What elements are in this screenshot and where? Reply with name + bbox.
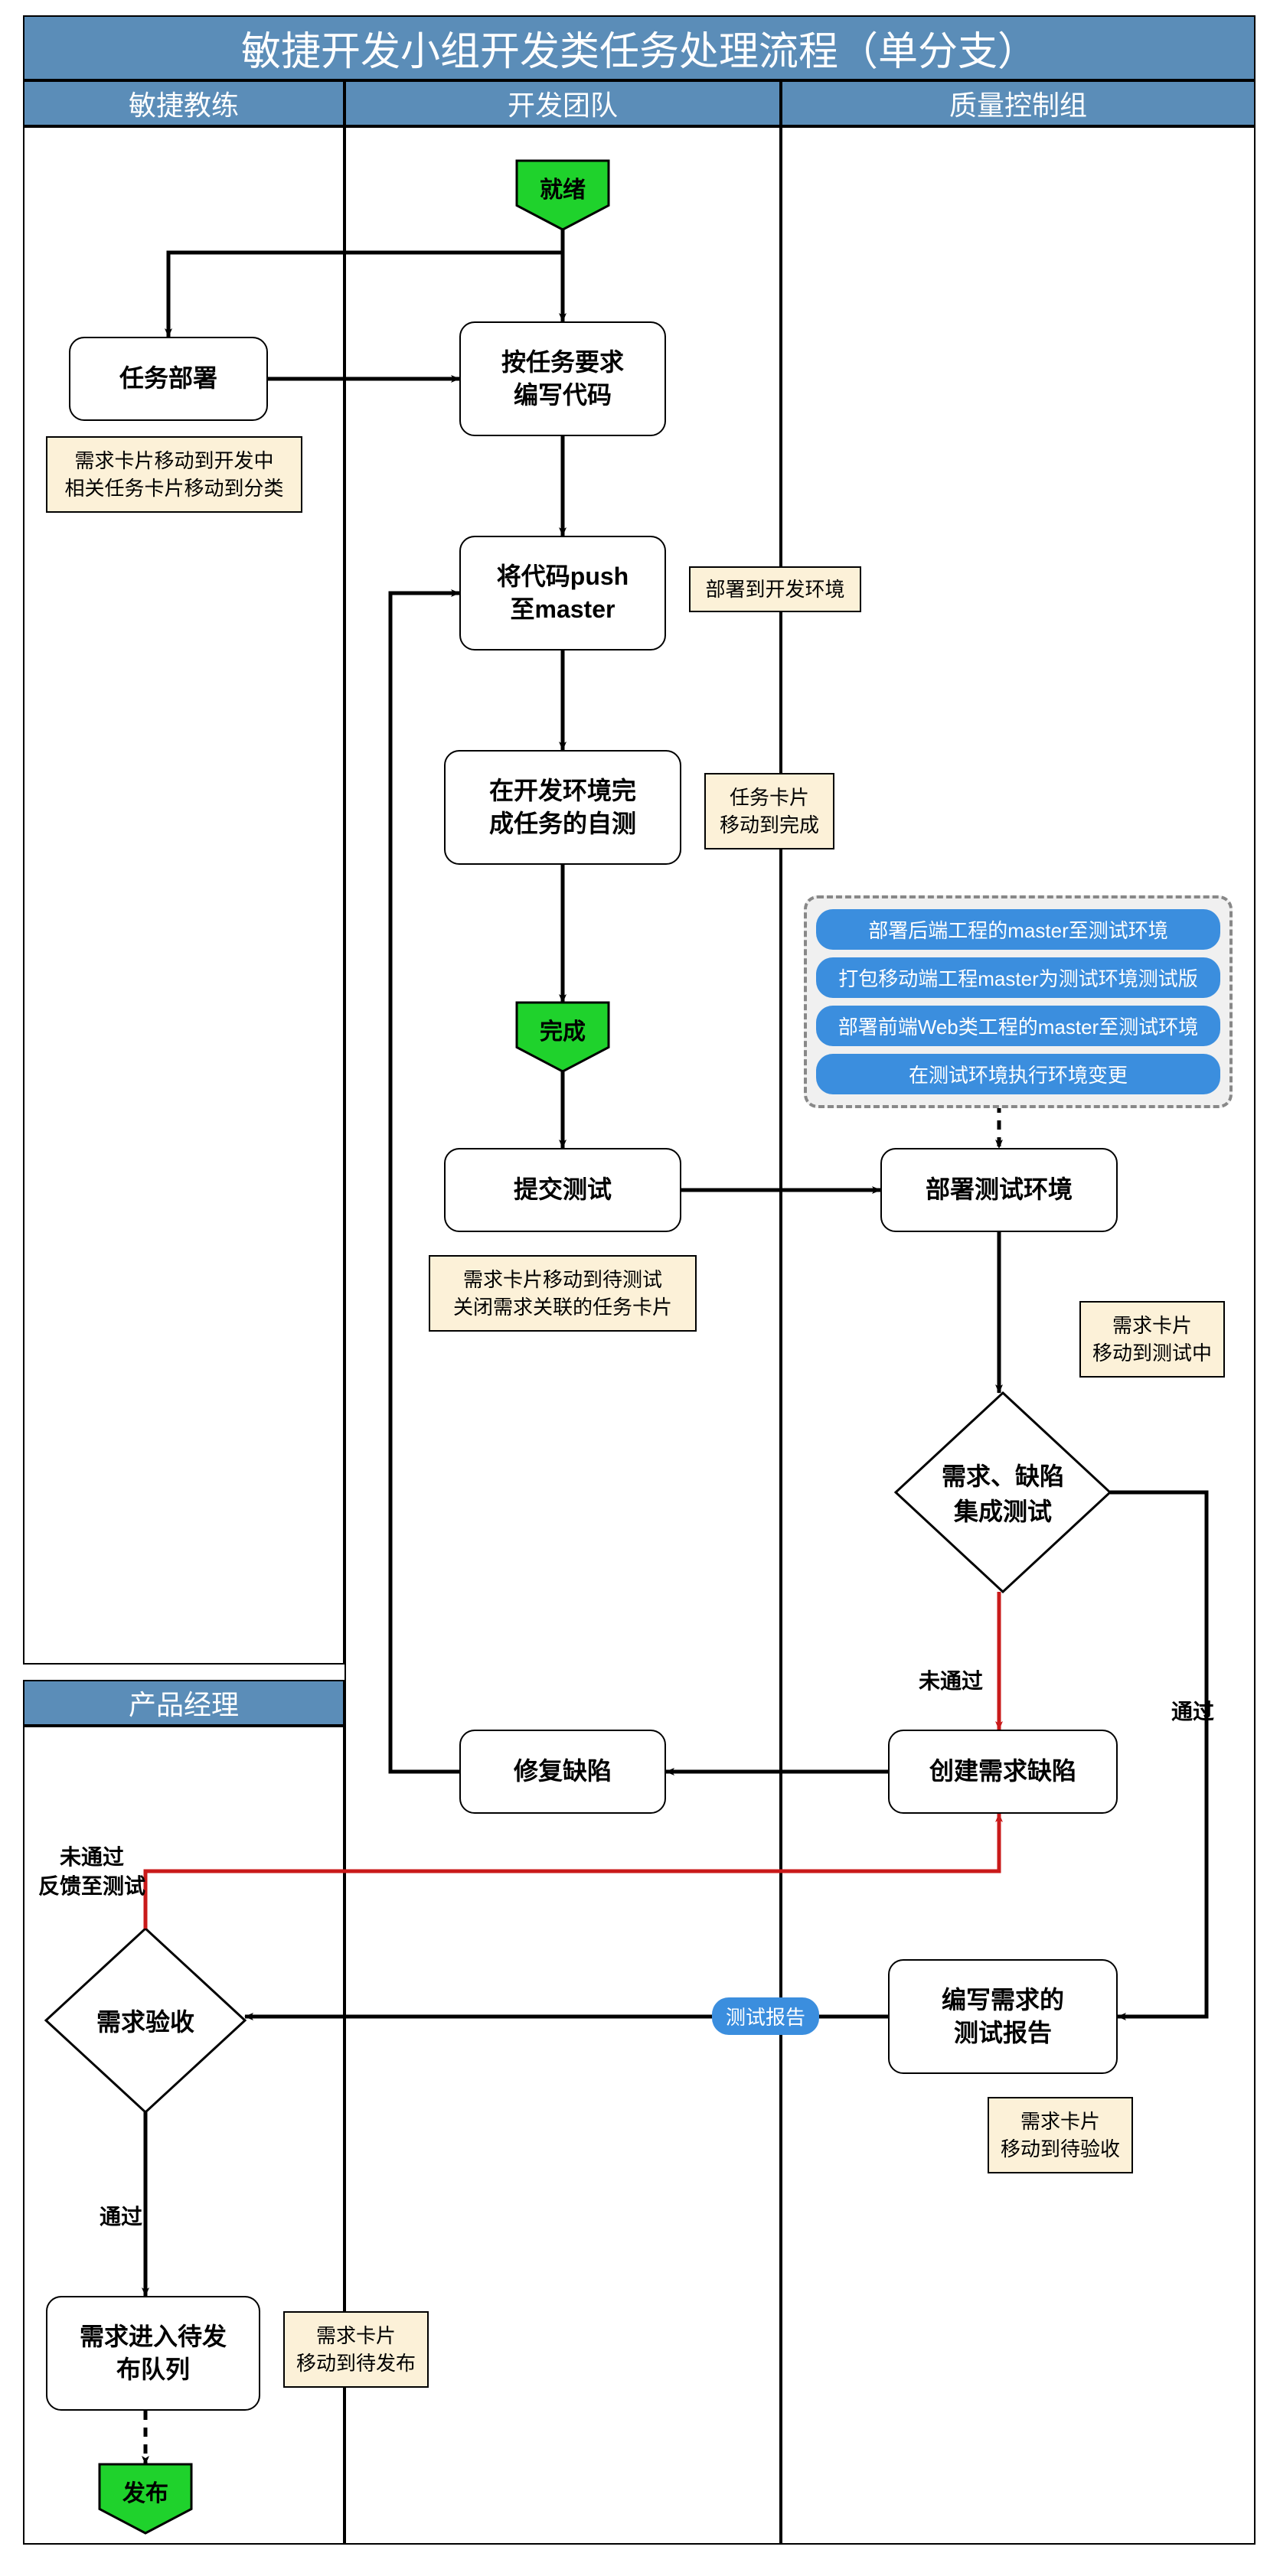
note-deploy: 需求卡片移动到开发中 相关任务卡片移动到分类 — [46, 436, 302, 513]
lane-header-pm: 产品经理 — [23, 1680, 344, 1726]
decision-integration-test: 需求、缺陷 集成测试 — [896, 1393, 1110, 1592]
note-text: 需求卡片移动到开发中 相关任务卡片移动到分类 — [64, 447, 283, 503]
node-task-deploy: 任务部署 — [69, 337, 268, 421]
label-fail-acceptance: 未通过 反馈至测试 — [38, 1814, 145, 1900]
note-push: 部署到开发环境 — [689, 566, 861, 612]
note-test: 需求卡片 移动到测试中 — [1079, 1301, 1225, 1378]
note-text: 部署到开发环境 — [705, 576, 844, 603]
node-fix-defect: 修复缺陷 — [459, 1730, 666, 1814]
edge-tag-test-report: 测试报告 — [712, 1997, 819, 2035]
lane-header-label: 质量控制组 — [949, 83, 1087, 123]
note-selftest: 任务卡片 移动到完成 — [704, 773, 834, 849]
node-label: 创建需求缺陷 — [929, 1755, 1076, 1788]
note-text: 需求卡片 移动到待发布 — [296, 2322, 416, 2378]
lane-header-label: 产品经理 — [129, 1683, 239, 1723]
label-fail-integration: 未通过 — [919, 1638, 983, 1696]
tag-done-text: 完成 — [517, 1003, 609, 1056]
decision-acceptance: 需求验收 — [46, 1929, 245, 2112]
note-queue: 需求卡片 移动到待发布 — [283, 2311, 429, 2388]
node-submit-test: 提交测试 — [444, 1148, 681, 1232]
decision-label: 需求验收 — [96, 2003, 194, 2038]
note-submit: 需求卡片移动到待测试 关闭需求关联的任务卡片 — [429, 1255, 697, 1332]
node-label: 编写需求的 测试报告 — [942, 1984, 1064, 2049]
node-release-queue: 需求进入待发 布队列 — [46, 2296, 260, 2411]
deploy-step-pill: 在测试环境执行环境变更 — [816, 1054, 1220, 1094]
deploy-step-pill: 部署前端Web类工程的master至测试环境 — [816, 1006, 1220, 1046]
node-label: 在开发环境完 成任务的自测 — [489, 774, 636, 840]
flowchart-root: 敏捷开发小组开发类任务处理流程（单分支） 敏捷教练 开发团队 质量控制组 产品经… — [0, 0, 1280, 2576]
node-label: 将代码push 至master — [497, 560, 629, 626]
tag-release-text: 发布 — [100, 2464, 191, 2518]
node-push-master: 将代码push 至master — [459, 536, 666, 651]
node-label: 任务部署 — [119, 362, 217, 395]
note-text: 任务卡片 移动到完成 — [720, 784, 819, 840]
lane-header-label: 敏捷教练 — [129, 83, 239, 123]
title-text: 敏捷开发小组开发类任务处理流程（单分支） — [241, 19, 1037, 77]
node-self-test: 在开发环境完 成任务的自测 — [444, 750, 681, 865]
tag-label: 测试报告 — [726, 2006, 805, 2029]
node-deploy-test-env: 部署测试环境 — [880, 1148, 1118, 1232]
node-label: 部署测试环境 — [926, 1173, 1073, 1206]
node-label: 修复缺陷 — [514, 1755, 612, 1788]
note-text: 需求卡片移动到待测试 关闭需求关联的任务卡片 — [453, 1266, 672, 1322]
node-label: 提交测试 — [514, 1173, 612, 1206]
lane-header-label: 开发团队 — [508, 83, 618, 123]
node-create-defect: 创建需求缺陷 — [888, 1730, 1118, 1814]
lane-header-qa: 质量控制组 — [781, 80, 1256, 126]
node-write-report: 编写需求的 测试报告 — [888, 1959, 1118, 2074]
tag-ready-text: 就绪 — [517, 161, 609, 214]
lane-body-dev — [344, 126, 781, 2545]
lane-header-dev: 开发团队 — [344, 80, 781, 126]
deploy-step-pill: 打包移动端工程master为测试环境测试版 — [816, 957, 1220, 998]
note-text: 需求卡片 移动到待验收 — [1001, 2108, 1120, 2164]
node-label: 按任务要求 编写代码 — [501, 346, 624, 412]
label-pass-integration: 通过 — [1171, 1668, 1214, 1727]
note-report: 需求卡片 移动到待验收 — [988, 2097, 1133, 2173]
note-text: 需求卡片 移动到测试中 — [1092, 1312, 1212, 1368]
title-bar: 敏捷开发小组开发类任务处理流程（单分支） — [23, 15, 1256, 80]
node-write-code: 按任务要求 编写代码 — [459, 321, 666, 436]
deploy-step-pill: 部署后端工程的master至测试环境 — [816, 909, 1220, 950]
deploy-steps-group: 部署后端工程的master至测试环境打包移动端工程master为测试环境测试版部… — [804, 895, 1233, 1108]
decision-label: 需求、缺陷 集成测试 — [942, 1457, 1064, 1528]
node-label: 需求进入待发 布队列 — [80, 2320, 227, 2386]
lane-header-coach: 敏捷教练 — [23, 80, 344, 126]
label-pass-acceptance: 通过 — [100, 2173, 142, 2232]
